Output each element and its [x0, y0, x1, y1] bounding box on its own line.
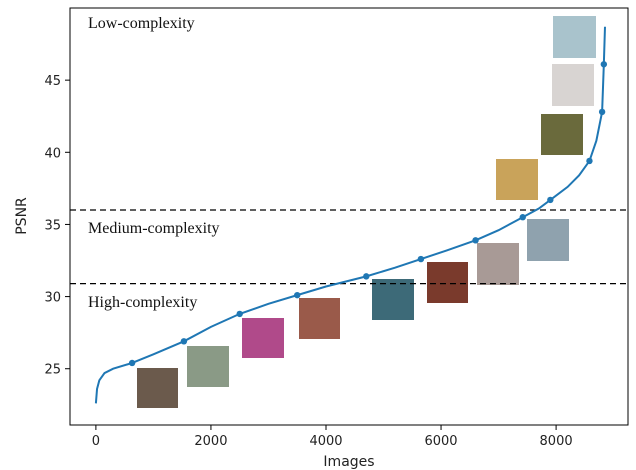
x-tick-label: 0	[92, 434, 100, 449]
y-tick-label: 45	[44, 74, 61, 89]
annotation: High-complexity	[88, 294, 197, 311]
y-axis-label: PSNR	[14, 197, 30, 235]
thumbnail	[541, 114, 583, 155]
x-tick-label: 6000	[424, 434, 457, 449]
annotation: Low-complexity	[88, 15, 195, 32]
point	[601, 61, 607, 67]
point	[129, 360, 135, 366]
thumbnail	[477, 243, 519, 285]
thumbnail	[552, 64, 594, 106]
thumbnail	[427, 262, 468, 303]
thumbnail	[299, 298, 340, 339]
thumbnail	[187, 346, 229, 387]
thumbnail	[527, 219, 569, 261]
x-tick-label: 2000	[194, 434, 227, 449]
line	[96, 27, 605, 404]
x-axis-label: Images	[323, 454, 374, 470]
thumbnail	[137, 368, 178, 408]
point	[586, 158, 592, 164]
x-tick-label: 8000	[540, 434, 573, 449]
x-tick-label: 4000	[309, 434, 342, 449]
thumbnails	[137, 16, 596, 408]
chart: Low-complexity Medium-complexity High-co…	[0, 0, 636, 470]
thumbnail	[496, 159, 538, 200]
y-tick-label: 30	[44, 291, 61, 306]
point	[294, 292, 300, 298]
point	[237, 311, 243, 317]
point	[520, 214, 526, 220]
point	[547, 197, 553, 203]
y-tick-label: 25	[44, 363, 61, 378]
point	[181, 338, 187, 344]
thumbnail	[553, 16, 596, 58]
thumbnail	[372, 279, 414, 320]
plot-frame	[70, 8, 628, 425]
point	[418, 256, 424, 262]
thumbnail	[242, 318, 284, 358]
y-tick-label: 40	[44, 146, 61, 161]
annotation: Medium-complexity	[88, 220, 220, 237]
point	[472, 237, 478, 243]
y-tick-label: 35	[44, 218, 61, 233]
point	[599, 109, 605, 115]
point	[363, 273, 369, 279]
page: {"chart_data": { "type": "line", "x_labe…	[0, 0, 636, 470]
